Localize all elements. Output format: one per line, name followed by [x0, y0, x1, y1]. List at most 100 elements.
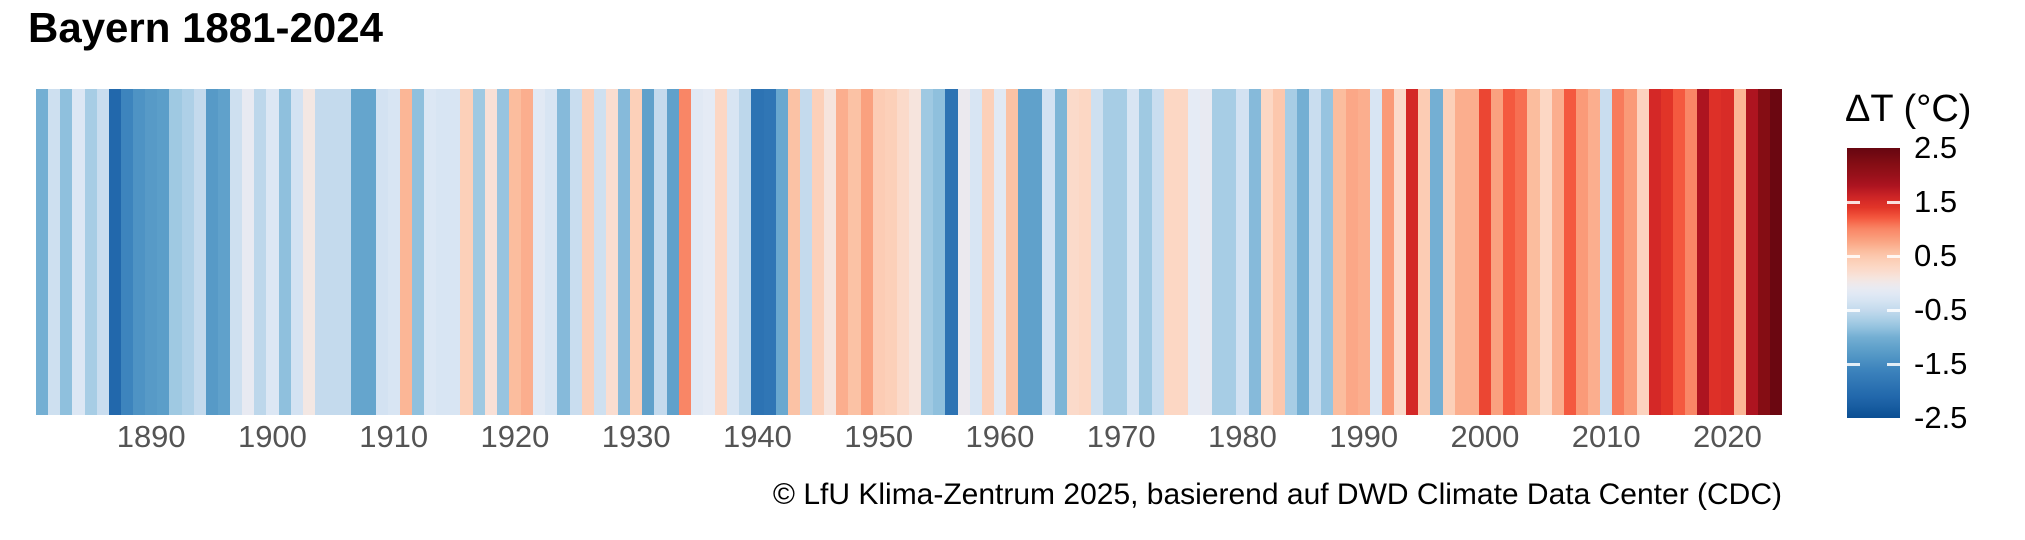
stripe-1922 — [533, 89, 546, 415]
stripe-1901 — [278, 89, 291, 415]
stripe-1892 — [169, 89, 182, 415]
stripe-1953 — [909, 89, 922, 415]
stripe-1991 — [1369, 89, 1382, 415]
stripe-1992 — [1381, 89, 1394, 415]
stripe-1911 — [399, 89, 412, 415]
stripe-1958 — [969, 89, 982, 415]
stripe-1952 — [896, 89, 909, 415]
stripe-1916 — [460, 89, 473, 415]
stripe-2024 — [1769, 89, 1782, 415]
stripe-1967 — [1078, 89, 1091, 415]
stripe-1978 — [1212, 89, 1225, 415]
stripe-1926 — [581, 89, 594, 415]
stripe-1990 — [1357, 89, 1370, 415]
stripe-1947 — [836, 89, 849, 415]
stripe-1971 — [1127, 89, 1140, 415]
stripe-1995 — [1418, 89, 1431, 415]
stripe-1936 — [702, 89, 715, 415]
stripe-1982 — [1260, 89, 1273, 415]
stripe-2012 — [1624, 89, 1637, 415]
stripe-2000 — [1478, 89, 1491, 415]
stripe-1912 — [411, 89, 424, 415]
stripe-1981 — [1248, 89, 1261, 415]
stripe-1902 — [290, 89, 303, 415]
stripe-1959 — [981, 89, 994, 415]
stripe-1945 — [812, 89, 825, 415]
stripe-1950 — [872, 89, 885, 415]
stripe-1889 — [133, 89, 146, 415]
stripe-1938 — [727, 89, 740, 415]
x-tick-label-1970: 1970 — [1086, 419, 1156, 454]
x-tick-label-1960: 1960 — [965, 419, 1035, 454]
stripe-1939 — [739, 89, 752, 415]
stripe-1941 — [763, 89, 776, 415]
stripe-1927 — [593, 89, 606, 415]
stripe-1915 — [448, 89, 461, 415]
stripe-2009 — [1588, 89, 1601, 415]
x-tick-label-2020: 2020 — [1692, 419, 1762, 454]
stripe-1965 — [1054, 89, 1067, 415]
stripe-2019 — [1709, 89, 1722, 415]
stripe-2016 — [1672, 89, 1685, 415]
stripe-1961 — [1006, 89, 1019, 415]
stripe-1918 — [484, 89, 497, 415]
stripe-1933 — [666, 89, 679, 415]
stripe-1898 — [242, 89, 255, 415]
stripe-1897 — [230, 89, 243, 415]
stripe-1923 — [545, 89, 558, 415]
stripe-1920 — [508, 89, 521, 415]
stripe-1929 — [618, 89, 631, 415]
stripe-1968 — [1090, 89, 1103, 415]
stripe-1969 — [1103, 89, 1116, 415]
stripe-1970 — [1115, 89, 1128, 415]
stripe-1962 — [1018, 89, 1031, 415]
stripe-1954 — [921, 89, 934, 415]
stripe-1893 — [181, 89, 194, 415]
stripe-2023 — [1757, 89, 1770, 415]
stripe-1986 — [1309, 89, 1322, 415]
stripe-1993 — [1394, 89, 1407, 415]
stripe-1904 — [314, 89, 327, 415]
stripe-1934 — [678, 89, 691, 415]
stripe-1884 — [72, 89, 85, 415]
stripe-2018 — [1697, 89, 1710, 415]
source-caption: © LfU Klima-Zentrum 2025, basierend auf … — [772, 478, 1782, 511]
page-title: Bayern 1881-2024 — [28, 4, 383, 51]
stripe-2004 — [1527, 89, 1540, 415]
x-tick-label-2010: 2010 — [1571, 419, 1641, 454]
stripe-1937 — [715, 89, 728, 415]
stripe-1955 — [933, 89, 946, 415]
stripe-1956 — [945, 89, 958, 415]
stripe-1944 — [799, 89, 812, 415]
stripe-1951 — [884, 89, 897, 415]
legend-label--2.5: -2.5 — [1914, 400, 1968, 435]
stripe-1977 — [1200, 89, 1213, 415]
stripe-1949 — [860, 89, 873, 415]
stripe-2001 — [1491, 89, 1504, 415]
stripe-1943 — [787, 89, 800, 415]
stripe-2020 — [1721, 89, 1734, 415]
stripe-1921 — [521, 89, 534, 415]
stripe-1931 — [642, 89, 655, 415]
x-tick-label-1890: 1890 — [116, 419, 186, 454]
stripe-1960 — [993, 89, 1006, 415]
stripe-1905 — [327, 89, 340, 415]
stripe-1966 — [1066, 89, 1079, 415]
stripes-plot-area — [36, 89, 1782, 415]
stripe-1957 — [957, 89, 970, 415]
stripe-1948 — [848, 89, 861, 415]
stripe-1887 — [108, 89, 121, 415]
stripe-1925 — [569, 89, 582, 415]
legend-colorbar — [1847, 148, 1900, 418]
legend-title: ΔT (°C) — [1845, 88, 1972, 130]
legend-label-1.5: 1.5 — [1914, 184, 1958, 219]
legend-tick-mark — [1887, 254, 1900, 258]
stripe-1974 — [1163, 89, 1176, 415]
stripe-1896 — [217, 89, 230, 415]
stripe-1906 — [339, 89, 352, 415]
stripe-1891 — [157, 89, 170, 415]
stripe-2005 — [1539, 89, 1552, 415]
stripe-2008 — [1575, 89, 1588, 415]
legend-label-2.5: 2.5 — [1914, 130, 1958, 165]
